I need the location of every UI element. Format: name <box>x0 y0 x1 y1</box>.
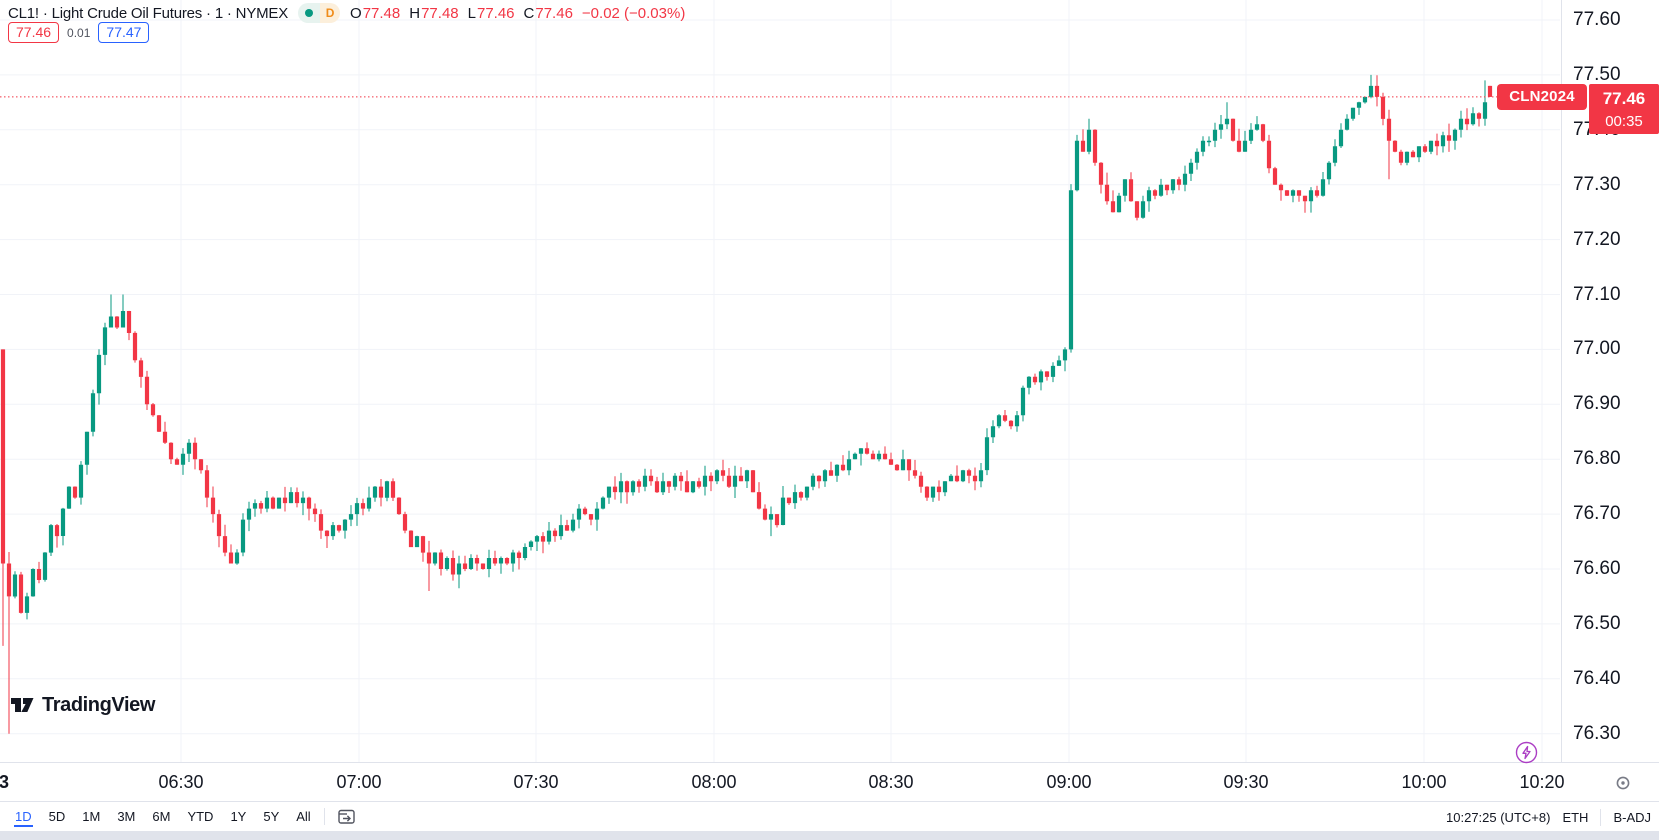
price-axis-label: 76.80 <box>1573 448 1621 470</box>
price-axis-label: 77.50 <box>1573 63 1621 85</box>
interval-d-badge: D <box>320 3 341 23</box>
time-axis-label: 06:30 <box>158 772 204 792</box>
gear-icon <box>1616 776 1630 790</box>
session-label[interactable]: ETH <box>1562 809 1589 825</box>
price-axis-label: 77.20 <box>1573 228 1621 250</box>
market-status-badge[interactable]: D <box>298 3 341 23</box>
close-value: 77.46 <box>535 4 573 22</box>
candlestick-chart-pane[interactable] <box>0 0 1560 762</box>
range-button-6m[interactable]: 6M <box>152 809 171 824</box>
low-value: 77.46 <box>476 4 515 22</box>
date-range-switcher: 1D 5D 1M 3M 6M YTD 1Y 5Y All <box>0 807 312 827</box>
price-axis-label: 76.40 <box>1573 667 1621 689</box>
bottom-toolbar: 1D 5D 1M 3M 6M YTD 1Y 5Y All 10:27:25 (UTC+8) ET… <box>0 801 1659 831</box>
instant-trading-button[interactable] <box>1515 741 1538 764</box>
range-button-1y[interactable]: 1Y <box>230 809 247 824</box>
tradingview-logo-icon <box>11 698 34 712</box>
range-button-3m[interactable]: 3M <box>117 809 136 824</box>
price-axis-label: 77.30 <box>1573 173 1621 195</box>
price-axis-label: 76.30 <box>1573 722 1621 744</box>
market-open-dot-icon <box>305 9 314 17</box>
price-axis-label: 77.00 <box>1573 338 1621 360</box>
price-axis-label: 77.60 <box>1573 9 1621 30</box>
time-axis-label: 07:00 <box>336 772 382 792</box>
time-axis-label: 09:00 <box>1046 772 1092 792</box>
status-divider <box>1600 808 1602 826</box>
time-axis-label: 10:00 <box>1401 772 1447 792</box>
range-button-all[interactable]: All <box>296 809 311 824</box>
time-axis-label: 10:20 <box>1519 772 1565 792</box>
range-button-1m[interactable]: 1M <box>82 809 101 824</box>
bar-countdown: 00:35 <box>1605 112 1643 130</box>
range-button-5d[interactable]: 5D <box>48 809 66 824</box>
range-button-5y[interactable]: 5Y <box>263 809 280 824</box>
contract-label: CLN2024 <box>1497 83 1587 110</box>
lightning-icon <box>1515 741 1538 764</box>
price-axis-label: 76.50 <box>1573 612 1621 634</box>
high-value: 77.48 <box>421 4 459 22</box>
symbol-title[interactable]: CL1! · Light Crude Oil Futures · 1 · NYM… <box>8 4 289 22</box>
ohlc-readout: O77.48 H77.48 L77.46 C77.46 −0.02 (−0.03… <box>350 4 686 22</box>
toolbar-divider <box>323 808 325 825</box>
bid-ask-row: 77.46 0.01 77.47 <box>8 22 150 43</box>
sell-button[interactable]: 77.46 <box>8 22 60 43</box>
time-axis-label: 09:30 <box>1223 772 1269 792</box>
adjustment-label[interactable]: B-ADJ <box>1613 809 1651 825</box>
tradingview-logo[interactable]: TradingView <box>10 693 155 717</box>
range-button-1d[interactable]: 1D <box>14 807 33 827</box>
symbol-legend: CL1! · Light Crude Oil Futures · 1 · NYM… <box>8 3 685 23</box>
spread-value: 0.01 <box>67 25 91 40</box>
axis-settings-button[interactable] <box>1615 775 1631 791</box>
open-value: 77.48 <box>362 4 401 22</box>
change-value: −0.02 (−0.03%) <box>581 4 686 22</box>
status-cluster: 10:27:25 (UTC+8) ETH B-ADJ <box>1446 802 1651 832</box>
buy-button[interactable]: 77.47 <box>98 22 150 43</box>
last-price-label[interactable]: 77.46 00:35 <box>1589 83 1659 134</box>
time-axis-label: 07:30 <box>513 772 559 792</box>
time-axis-date-label: 3 <box>0 772 9 792</box>
price-axis-label: 76.90 <box>1573 393 1621 415</box>
candlestick-chart <box>0 0 1560 762</box>
time-axis-label: 08:30 <box>868 772 914 792</box>
time-axis-label: 08:00 <box>691 772 737 792</box>
last-price-value: 77.46 <box>1602 88 1646 108</box>
clock[interactable]: 10:27:25 (UTC+8) <box>1446 809 1551 825</box>
price-axis-label: 76.60 <box>1573 558 1621 579</box>
time-scale[interactable]: 3 06:30 07:00 07:30 08:00 08:30 09:00 09:30 10:0… <box>0 762 1659 801</box>
range-button-ytd[interactable]: YTD <box>187 809 214 824</box>
bottom-strip <box>0 831 1659 840</box>
price-axis-label: 77.10 <box>1573 283 1621 305</box>
price-axis-label: 76.70 <box>1573 503 1621 525</box>
go-to-date-button[interactable] <box>337 807 356 826</box>
calendar-goto-icon <box>338 809 355 824</box>
